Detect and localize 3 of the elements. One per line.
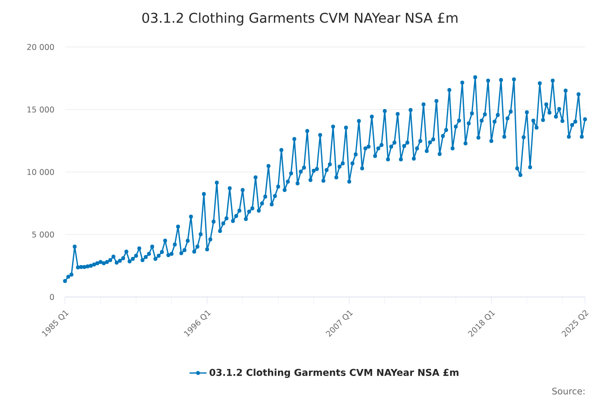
chart-title: 03.1.2 Clothing Garments CVM NAYear NSA £m [142,12,458,26]
source-note: Source: [552,388,584,394]
legend-label: 03.1.2 Clothing Garments CVM NAYear NSA £m [210,368,458,378]
